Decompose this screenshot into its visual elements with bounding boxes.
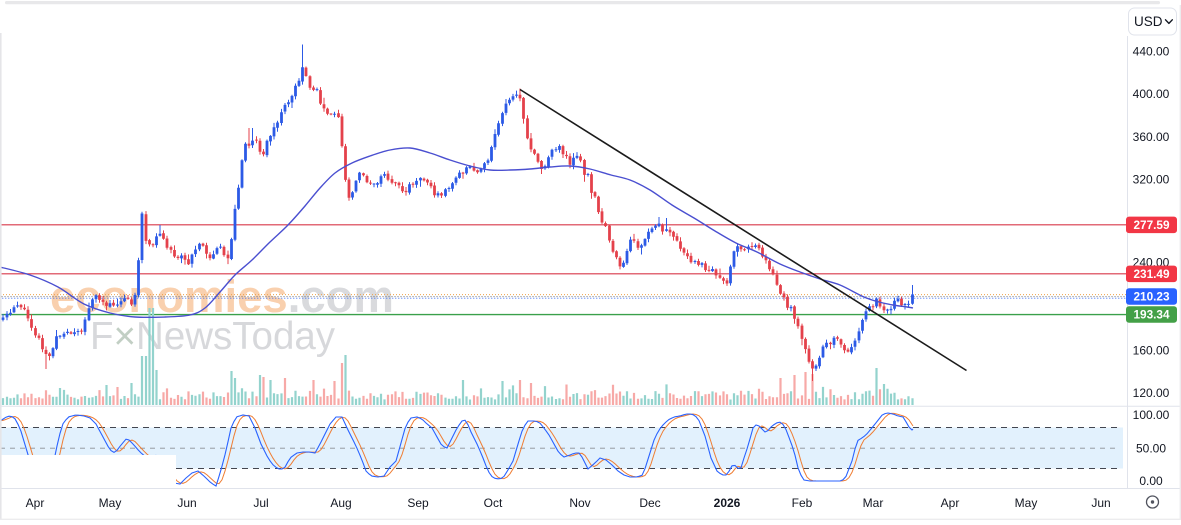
svg-text:F×NewsToday: F×NewsToday	[90, 315, 336, 358]
svg-text:360.00: 360.00	[1133, 130, 1170, 144]
svg-text:320.00: 320.00	[1133, 173, 1170, 187]
svg-text:400.00: 400.00	[1133, 87, 1170, 101]
svg-text:Jun: Jun	[177, 496, 196, 510]
svg-text:50.00: 50.00	[1136, 442, 1166, 456]
svg-text:100.00: 100.00	[1133, 408, 1170, 422]
svg-text:Jun: Jun	[1091, 496, 1110, 510]
svg-text:Sep: Sep	[407, 496, 429, 510]
svg-text:277.59: 277.59	[1133, 218, 1170, 232]
svg-text:Dec: Dec	[639, 496, 660, 510]
svg-text:Nov: Nov	[569, 496, 590, 510]
svg-text:Aug: Aug	[330, 496, 351, 510]
svg-text:Feb: Feb	[792, 496, 813, 510]
svg-text:440.00: 440.00	[1133, 44, 1170, 58]
svg-text:USD: USD	[1134, 14, 1163, 29]
svg-text:2026: 2026	[714, 496, 741, 510]
svg-text:160.00: 160.00	[1133, 343, 1170, 357]
svg-text:economies.com: economies.com	[50, 271, 394, 322]
svg-text:210.23: 210.23	[1133, 290, 1170, 304]
svg-text:May: May	[99, 496, 122, 510]
svg-text:231.49: 231.49	[1133, 267, 1170, 281]
svg-text:Oct: Oct	[484, 496, 503, 510]
svg-text:May: May	[1015, 496, 1038, 510]
svg-text:Apr: Apr	[941, 496, 960, 510]
svg-text:0.00: 0.00	[1139, 474, 1163, 488]
svg-text:120.00: 120.00	[1133, 386, 1170, 400]
svg-text:Apr: Apr	[26, 496, 45, 510]
svg-text:193.34: 193.34	[1133, 308, 1170, 322]
svg-text:Mar: Mar	[863, 496, 884, 510]
svg-text:Jul: Jul	[253, 496, 268, 510]
